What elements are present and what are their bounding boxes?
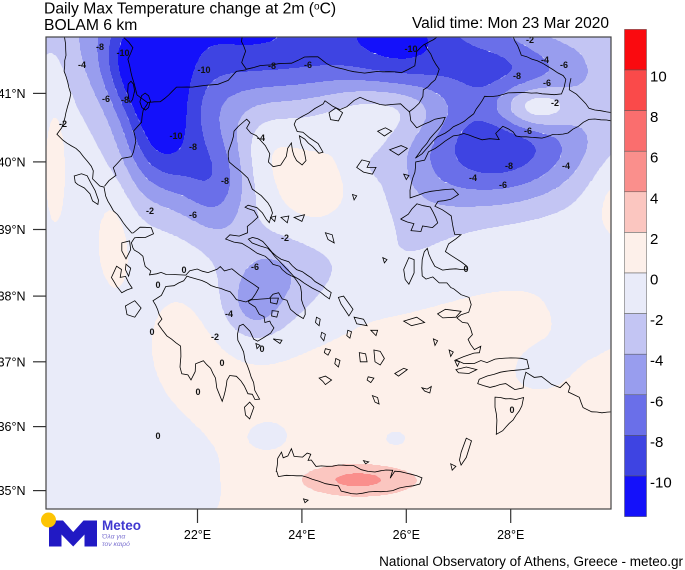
svg-text:-10: -10 [116,48,129,58]
svg-text:0: 0 [149,327,154,337]
svg-text:37°N: 37°N [0,355,26,369]
svg-text:-4: -4 [257,133,265,143]
svg-text:0: 0 [259,344,264,354]
svg-text:-4: -4 [650,353,663,370]
svg-text:Valid time: Mon 23 Mar 2020: Valid time: Mon 23 Mar 2020 [412,15,609,32]
svg-text:28°E: 28°E [497,528,524,542]
svg-text:26°E: 26°E [393,528,420,542]
svg-text:-8: -8 [96,42,104,52]
svg-text:10: 10 [650,69,667,86]
svg-text:-4: -4 [225,309,233,319]
svg-text:-8: -8 [189,142,197,152]
svg-text:-4: -4 [469,173,477,183]
svg-text:-10: -10 [404,44,417,54]
svg-text:-2: -2 [551,98,559,108]
svg-text:-8: -8 [650,434,663,451]
svg-text:-6: -6 [189,210,197,220]
svg-text:22°E: 22°E [184,528,211,542]
svg-text:-2: -2 [281,233,289,243]
svg-text:-10: -10 [169,131,182,141]
svg-text:-6: -6 [543,78,551,88]
svg-text:-2: -2 [59,119,67,129]
svg-text:-8: -8 [221,176,229,186]
svg-text:0: 0 [650,272,658,289]
svg-text:-4: -4 [78,60,86,70]
svg-text:National Observatory of Athens: National Observatory of Athens, Greece -… [379,554,683,569]
svg-text:Meteo: Meteo [102,518,141,533]
svg-text:35°N: 35°N [0,484,26,498]
svg-text:4: 4 [650,190,658,207]
svg-text:0: 0 [155,280,160,290]
svg-text:8: 8 [650,109,658,126]
svg-text:-2: -2 [526,35,534,45]
svg-text:Daily Max Temperature change a: Daily Max Temperature change at 2m (oC) [44,1,336,18]
svg-text:-8: -8 [268,61,276,71]
svg-text:BOLAM 6 km: BOLAM 6 km [44,17,137,34]
svg-text:-2: -2 [211,332,219,342]
svg-text:-2: -2 [146,206,154,216]
svg-text:-10: -10 [197,65,210,75]
svg-text:-6: -6 [499,180,507,190]
svg-text:-2: -2 [650,312,663,329]
svg-text:24°E: 24°E [288,528,315,542]
svg-text:-6: -6 [524,126,532,136]
svg-text:-8: -8 [121,95,129,105]
svg-text:-6: -6 [304,60,312,70]
svg-text:-6: -6 [102,94,110,104]
svg-text:-6: -6 [650,393,663,410]
svg-text:0: 0 [219,358,224,368]
svg-text:41°N: 41°N [0,87,26,101]
svg-text:-8: -8 [513,71,521,81]
svg-text:-6: -6 [560,60,568,70]
svg-text:τον καιρό: τον καιρό [102,540,130,548]
svg-text:-4: -4 [562,161,570,171]
svg-text:0: 0 [463,264,468,274]
svg-text:36°N: 36°N [0,420,26,434]
svg-text:39°N: 39°N [0,223,26,237]
svg-text:0: 0 [509,405,514,415]
svg-text:6: 6 [650,150,658,167]
svg-text:-8: -8 [505,161,513,171]
svg-text:40°N: 40°N [0,155,26,169]
svg-text:0: 0 [195,387,200,397]
svg-text:0: 0 [181,265,186,275]
svg-text:Όλα για: Όλα για [101,534,126,541]
svg-text:-4: -4 [541,55,549,65]
svg-text:0: 0 [155,431,160,441]
svg-text:-10: -10 [650,475,672,492]
svg-text:2: 2 [650,231,658,248]
svg-text:-6: -6 [251,262,259,272]
svg-text:38°N: 38°N [0,290,26,304]
